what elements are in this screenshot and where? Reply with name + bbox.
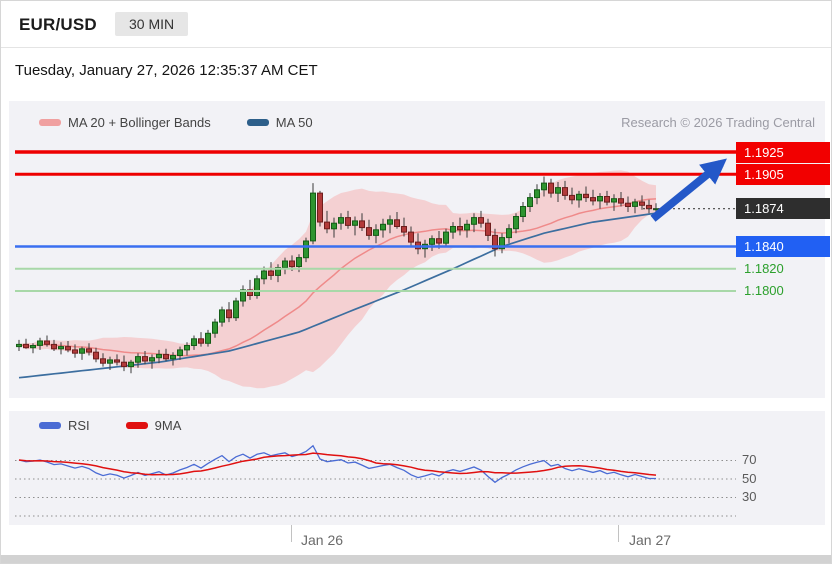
research-watermark: Research © 2026 Trading Central (621, 115, 815, 130)
rsi-swatch-icon (39, 422, 61, 429)
bottom-scrollbar[interactable] (1, 555, 831, 563)
support-level-tag-2: 1.1820 (744, 261, 784, 276)
last-price-tag: 1.1874 (736, 198, 830, 219)
support-level-tag-1: 1.1840 (736, 236, 830, 257)
ma20-bollinger-label: MA 20 + Bollinger Bands (68, 115, 211, 130)
resistance-level-tag-2: 1.1905 (736, 164, 830, 185)
rsi-label: RSI (68, 418, 90, 433)
support-level-tag-3: 1.1800 (744, 283, 784, 298)
rsi-legend: RSI 9MA (39, 418, 181, 433)
rsi-tick-70: 70 (742, 452, 757, 467)
x-axis-tick-jan27 (618, 525, 619, 542)
rsi-9ma-label: 9MA (154, 418, 182, 433)
ma50-label: MA 50 (275, 115, 313, 130)
rsi-panel: RSI 9MA (9, 411, 825, 525)
price-chart-canvas[interactable] (9, 101, 825, 398)
price-chart-panel: MA 20 + Bollinger Bands MA 50 Research ©… (9, 101, 825, 398)
x-axis-tick-jan26 (291, 525, 292, 542)
resistance-level-tag-1: 1.1925 (736, 142, 830, 163)
symbol-title: EUR/USD (19, 15, 97, 34)
rsi-9ma-swatch-icon (125, 422, 148, 429)
header: EUR/USD 30 MIN (1, 1, 831, 48)
x-axis-label-jan27: Jan 27 (629, 532, 672, 548)
rsi-chart-canvas[interactable] (9, 411, 825, 525)
rsi-tick-30: 30 (742, 489, 757, 504)
chart-datetime: Tuesday, January 27, 2026 12:35:37 AM CE… (15, 62, 318, 79)
timeframe-badge: 30 MIN (115, 12, 189, 36)
x-axis-label-jan26: Jan 26 (301, 532, 344, 548)
price-legend: MA 20 + Bollinger Bands MA 50 (39, 115, 313, 130)
ma50-swatch-icon (246, 119, 269, 126)
rsi-tick-50: 50 (742, 471, 757, 486)
ma20-bollinger-swatch-icon (39, 119, 61, 126)
